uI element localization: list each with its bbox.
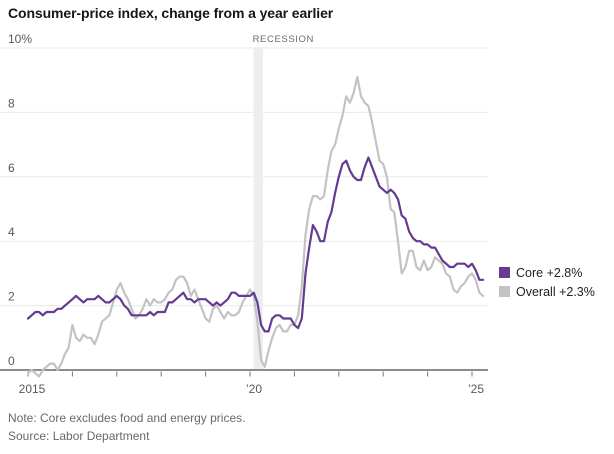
cpi-line-chart: 0 2 4 6 8 10% RECESSION 2015 ’20 ’25 bbox=[0, 32, 488, 396]
y-axis-label: 2 bbox=[8, 290, 15, 304]
core-series-swatch bbox=[499, 267, 510, 278]
core-cpi-line bbox=[26, 156, 485, 333]
y-axis-label: 0 bbox=[8, 354, 15, 368]
x-axis-label: 2015 bbox=[19, 382, 46, 396]
recession-band bbox=[253, 48, 263, 370]
legend-item-overall: Overall +2.3% bbox=[499, 282, 595, 301]
x-axis-label: ’20 bbox=[246, 382, 262, 396]
overall-cpi-line bbox=[26, 75, 485, 378]
legend-item-core: Core +2.8% bbox=[499, 263, 595, 282]
overall-series-swatch bbox=[499, 286, 510, 297]
x-axis-label: ’25 bbox=[468, 382, 484, 396]
source-text: Source: Labor Department bbox=[8, 429, 150, 443]
recession-label: RECESSION bbox=[253, 34, 314, 45]
y-axis-label: 4 bbox=[8, 225, 15, 239]
y-axis-label: 6 bbox=[8, 161, 15, 175]
core-series-label: Core +2.8% bbox=[516, 265, 583, 280]
overall-series-label: Overall +2.3% bbox=[516, 284, 595, 299]
chart-title: Consumer-price index, change from a year… bbox=[8, 5, 334, 21]
legend: Core +2.8% Overall +2.3% bbox=[499, 263, 595, 301]
note-text: Note: Core excludes food and energy pric… bbox=[8, 411, 246, 425]
y-axis-label: 8 bbox=[8, 96, 15, 110]
y-axis-label: 10% bbox=[8, 32, 32, 46]
